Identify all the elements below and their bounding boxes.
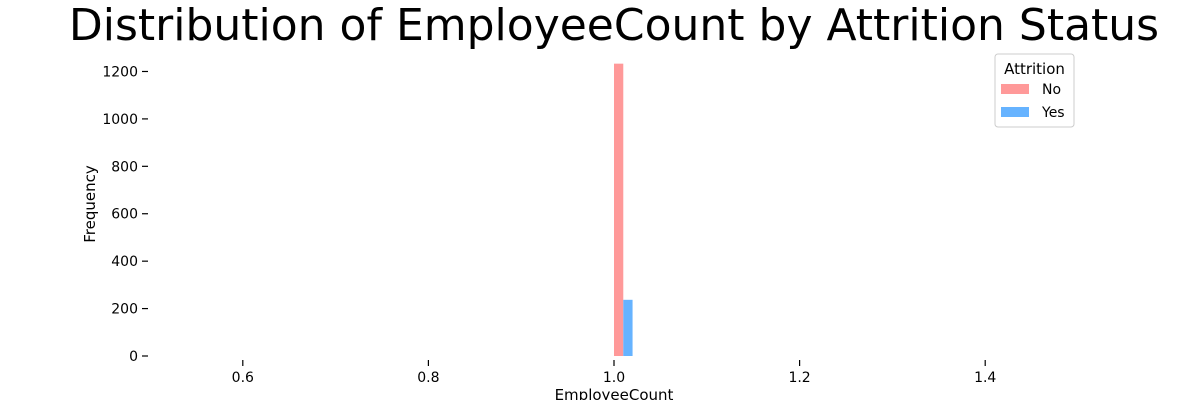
x-axis: 0.6 0.8 1.0 1.2 1.4 <box>232 360 996 386</box>
y-tick-label: 1000 <box>102 112 138 128</box>
legend: Attrition No Yes <box>994 53 1075 128</box>
histogram-bars <box>614 63 633 357</box>
y-axis: 0 200 400 600 800 1000 1200 <box>102 64 148 365</box>
bar-no <box>614 63 624 357</box>
legend-swatch-no <box>1001 84 1029 94</box>
chart-title: Distribution of EmployeeCount by Attriti… <box>69 0 1159 51</box>
legend-title: Attrition <box>1004 60 1065 78</box>
legend-label-no: No <box>1042 82 1061 98</box>
bar-yes <box>623 299 633 356</box>
x-tick-label: 0.6 <box>232 370 254 386</box>
x-axis-label: EmployeeCount <box>555 386 674 400</box>
x-tick-label: 1.4 <box>974 370 996 386</box>
y-tick-label: 800 <box>111 159 138 175</box>
x-tick-label: 1.0 <box>603 370 625 386</box>
x-tick-label: 0.8 <box>417 370 439 386</box>
y-tick-label: 0 <box>129 349 138 365</box>
y-tick-label: 400 <box>111 254 138 270</box>
y-tick-label: 200 <box>111 302 138 318</box>
y-tick-label: 600 <box>111 207 138 223</box>
legend-label-yes: Yes <box>1041 105 1065 121</box>
y-axis-label: Frequency <box>81 165 99 243</box>
y-tick-label: 1200 <box>102 64 138 80</box>
legend-swatch-yes <box>1001 107 1029 117</box>
x-tick-label: 1.2 <box>788 370 810 386</box>
